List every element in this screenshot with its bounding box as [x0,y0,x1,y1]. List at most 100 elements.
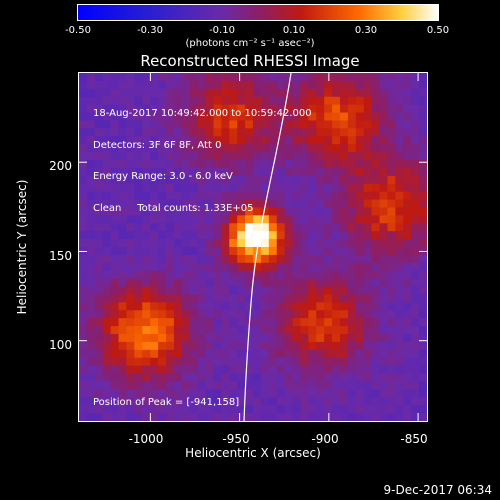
heatmap-cell [324,152,333,161]
heatmap-cell [118,104,127,114]
heatmap-cell [86,215,96,224]
heatmap-cell [387,247,396,256]
heatmap-cell [173,96,183,106]
heatmap-cell [379,326,388,335]
heatmap-cell [332,341,341,351]
heatmap-cell [284,278,294,288]
heatmap-cell [166,413,175,421]
heatmap-cell [213,239,222,248]
heatmap-cell [166,239,175,248]
heatmap-cell [371,270,381,280]
heatmap-cell [363,88,373,98]
heatmap-cell [126,223,135,232]
heatmap-cell [221,207,230,216]
heatmap-cell [340,112,349,121]
heatmap-cell [102,231,112,240]
heatmap-cell [355,373,365,382]
heatmap-cell [268,413,278,421]
heatmap-cell [395,112,404,121]
heatmap-cell [134,104,143,114]
heatmap-cell [419,294,427,303]
heatmap-cell [268,144,278,153]
heatmap-cell [292,381,301,390]
heatmap-cell [173,80,183,90]
heatmap-cell [276,120,286,129]
heatmap-cell [276,128,286,137]
heatmap-cell [411,397,420,406]
heatmap-cell [79,112,88,121]
heatmap-cell [126,104,135,114]
heatmap-cell [308,112,317,121]
heatmap-cell [86,365,96,375]
heatmap-cell [221,199,230,208]
heatmap-cell [268,270,278,280]
heatmap-cell [284,373,294,382]
heatmap-cell [332,357,341,367]
heatmap-cell [253,191,262,201]
heatmap-cell [110,183,120,193]
heatmap-cell [268,405,278,414]
heatmap-cell [332,302,341,311]
heatmap-cell [332,239,341,248]
heatmap-cell [387,207,396,216]
heatmap-cell [260,365,270,375]
heatmap-cell [260,215,270,224]
heatmap-cell [276,239,286,248]
heatmap-cell [268,262,278,272]
heatmap-cell [268,373,278,382]
heatmap-cell [316,286,325,295]
heatmap-cell [213,310,222,319]
heatmap-cell [260,389,270,398]
heatmap-cell [213,349,222,359]
heatmap-cell [142,136,151,145]
heatmap-cell [79,239,88,248]
heatmap-cell [86,207,96,216]
heatmap-cell [379,112,388,121]
heatmap-cell [363,136,373,145]
heatmap-cell [142,341,151,351]
heatmap-cell [229,389,238,398]
heatmap-cell [387,310,396,319]
heatmap-cell [253,302,262,311]
heatmap-cell [189,405,199,414]
heatmap-cell [260,247,270,256]
heatmap-cell [276,136,286,145]
heatmap-cell [126,175,135,185]
heatmap-cell [403,389,412,398]
heatmap-cell [213,80,222,90]
heatmap-cell [94,152,104,161]
heatmap-cell [292,262,301,272]
heatmap-cell [79,191,88,201]
heatmap-cell [387,334,396,343]
y-axis-label: Heliocentric Y (arcsec) [15,179,29,315]
heatmap-cell [94,160,104,169]
heatmap-cell [229,318,238,327]
heatmap-cell [316,199,325,208]
heatmap-cell [245,191,254,201]
heatmap-cell [363,262,373,272]
heatmap-cell [379,310,388,319]
heatmap-cell [332,310,341,319]
heatmap-cell [142,302,151,311]
heatmap-cell [79,207,88,216]
heatmap-cell [189,318,199,327]
heatmap-cell [134,183,143,193]
heatmap-cell [150,112,159,121]
heatmap-cell [189,152,199,161]
heatmap-cell [387,175,396,185]
heatmap-cell [355,152,365,161]
heatmap-cell [79,318,88,327]
heatmap-cell [229,286,238,295]
heatmap-cell [245,183,254,193]
heatmap-cell [371,175,381,185]
heatmap-cell [110,104,120,114]
heatmap-cell [79,88,88,98]
heatmap-cell [300,239,309,248]
heatmap-cell [173,254,183,264]
info-line-energy: Energy Range: 3.0 - 6.0 keV [93,171,233,182]
heatmap-cell [284,207,294,216]
heatmap-cell [110,247,120,256]
heatmap-cell [213,294,222,303]
heatmap-cell [340,215,349,224]
heatmap-cell [253,104,262,114]
